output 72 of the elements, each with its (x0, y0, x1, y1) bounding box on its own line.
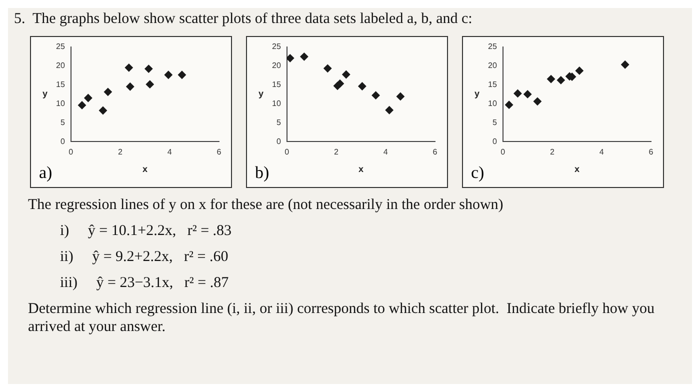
x-axis-title: x (358, 164, 364, 174)
text: ii) ŷ = 9.2+2.2x, r² = .60 (59, 248, 230, 266)
point (533, 97, 542, 106)
point (547, 75, 556, 84)
y-axis-title: y (42, 88, 48, 99)
y-tick-label: 15 (488, 80, 498, 89)
point (286, 54, 294, 62)
text: 5. The graphs below show scatter plots of three data sets labeled a, b, and c: (14, 10, 474, 28)
point (124, 64, 133, 72)
x-tick-label: 2 (118, 148, 124, 157)
x-axis-title: x (142, 164, 148, 174)
y-tick-label: 10 (272, 98, 282, 108)
point (342, 70, 350, 78)
text: The regression lines of y on x for these are (not necessarily in the order shown) (28, 196, 504, 214)
point (575, 66, 584, 75)
x-tick-label: 0 (500, 148, 506, 157)
point (84, 94, 92, 102)
y-tick-label: 25 (272, 42, 282, 52)
y-tick-label: 20 (56, 60, 66, 70)
x-tick-label: 6 (432, 148, 438, 157)
y-tick-label: 20 (272, 60, 282, 70)
point (524, 90, 532, 98)
text: Determine which regression line (i, ii, or iii) corresponds to which scatter plot. Indicate briefly how you arrived at your answer. (28, 300, 656, 336)
x-tick-label: 2 (550, 148, 556, 157)
x-tick-label: 2 (334, 148, 340, 157)
x-tick-label: 4 (599, 148, 604, 157)
point (144, 64, 153, 73)
point (104, 88, 112, 96)
point (621, 60, 630, 69)
x-tick-label: 0 (284, 148, 290, 157)
y-tick-label: 10 (488, 98, 498, 108)
y-tick-label: 10 (56, 98, 66, 108)
x-tick-label: 6 (216, 148, 222, 157)
x-tick-label: 4 (383, 148, 388, 157)
point (178, 70, 186, 79)
y-tick-label: 5 (492, 118, 498, 127)
y-tick-label: 25 (488, 42, 498, 52)
x-tick-label: 6 (648, 148, 654, 157)
text: b) (255, 163, 270, 183)
text: c) (471, 163, 484, 183)
point (324, 64, 332, 72)
x-tick-label: 0 (68, 148, 74, 157)
point (514, 89, 522, 98)
y-tick-label: 5 (276, 118, 282, 127)
point (164, 70, 172, 79)
y-tick-label: 25 (56, 42, 66, 52)
y-tick-label: 15 (56, 80, 66, 89)
x-tick-label: 4 (167, 148, 172, 157)
point (126, 82, 134, 91)
point (98, 106, 107, 115)
point (146, 80, 154, 88)
point (300, 52, 308, 61)
y-tick-label: 0 (492, 136, 498, 146)
point (358, 82, 366, 90)
x-axis-title: x (574, 164, 580, 174)
y-axis-title: y (474, 88, 480, 99)
y-tick-label: 0 (60, 136, 66, 146)
point (396, 92, 404, 100)
point (372, 91, 380, 100)
text: iii) ŷ = 23−3.1x, r² = .87 (59, 274, 230, 292)
point (556, 76, 565, 84)
y-tick-label: 5 (60, 118, 66, 127)
y-tick-label: 15 (272, 80, 282, 89)
point (78, 101, 86, 110)
y-tick-label: 20 (488, 60, 498, 70)
text: i) ŷ = 10.1+2.2x, r² = .83 (59, 222, 233, 240)
y-axis-title: y (258, 88, 264, 99)
text: a) (39, 163, 52, 183)
y-tick-label: 0 (276, 136, 282, 146)
point (336, 80, 344, 88)
point (385, 106, 394, 114)
point (505, 100, 514, 109)
